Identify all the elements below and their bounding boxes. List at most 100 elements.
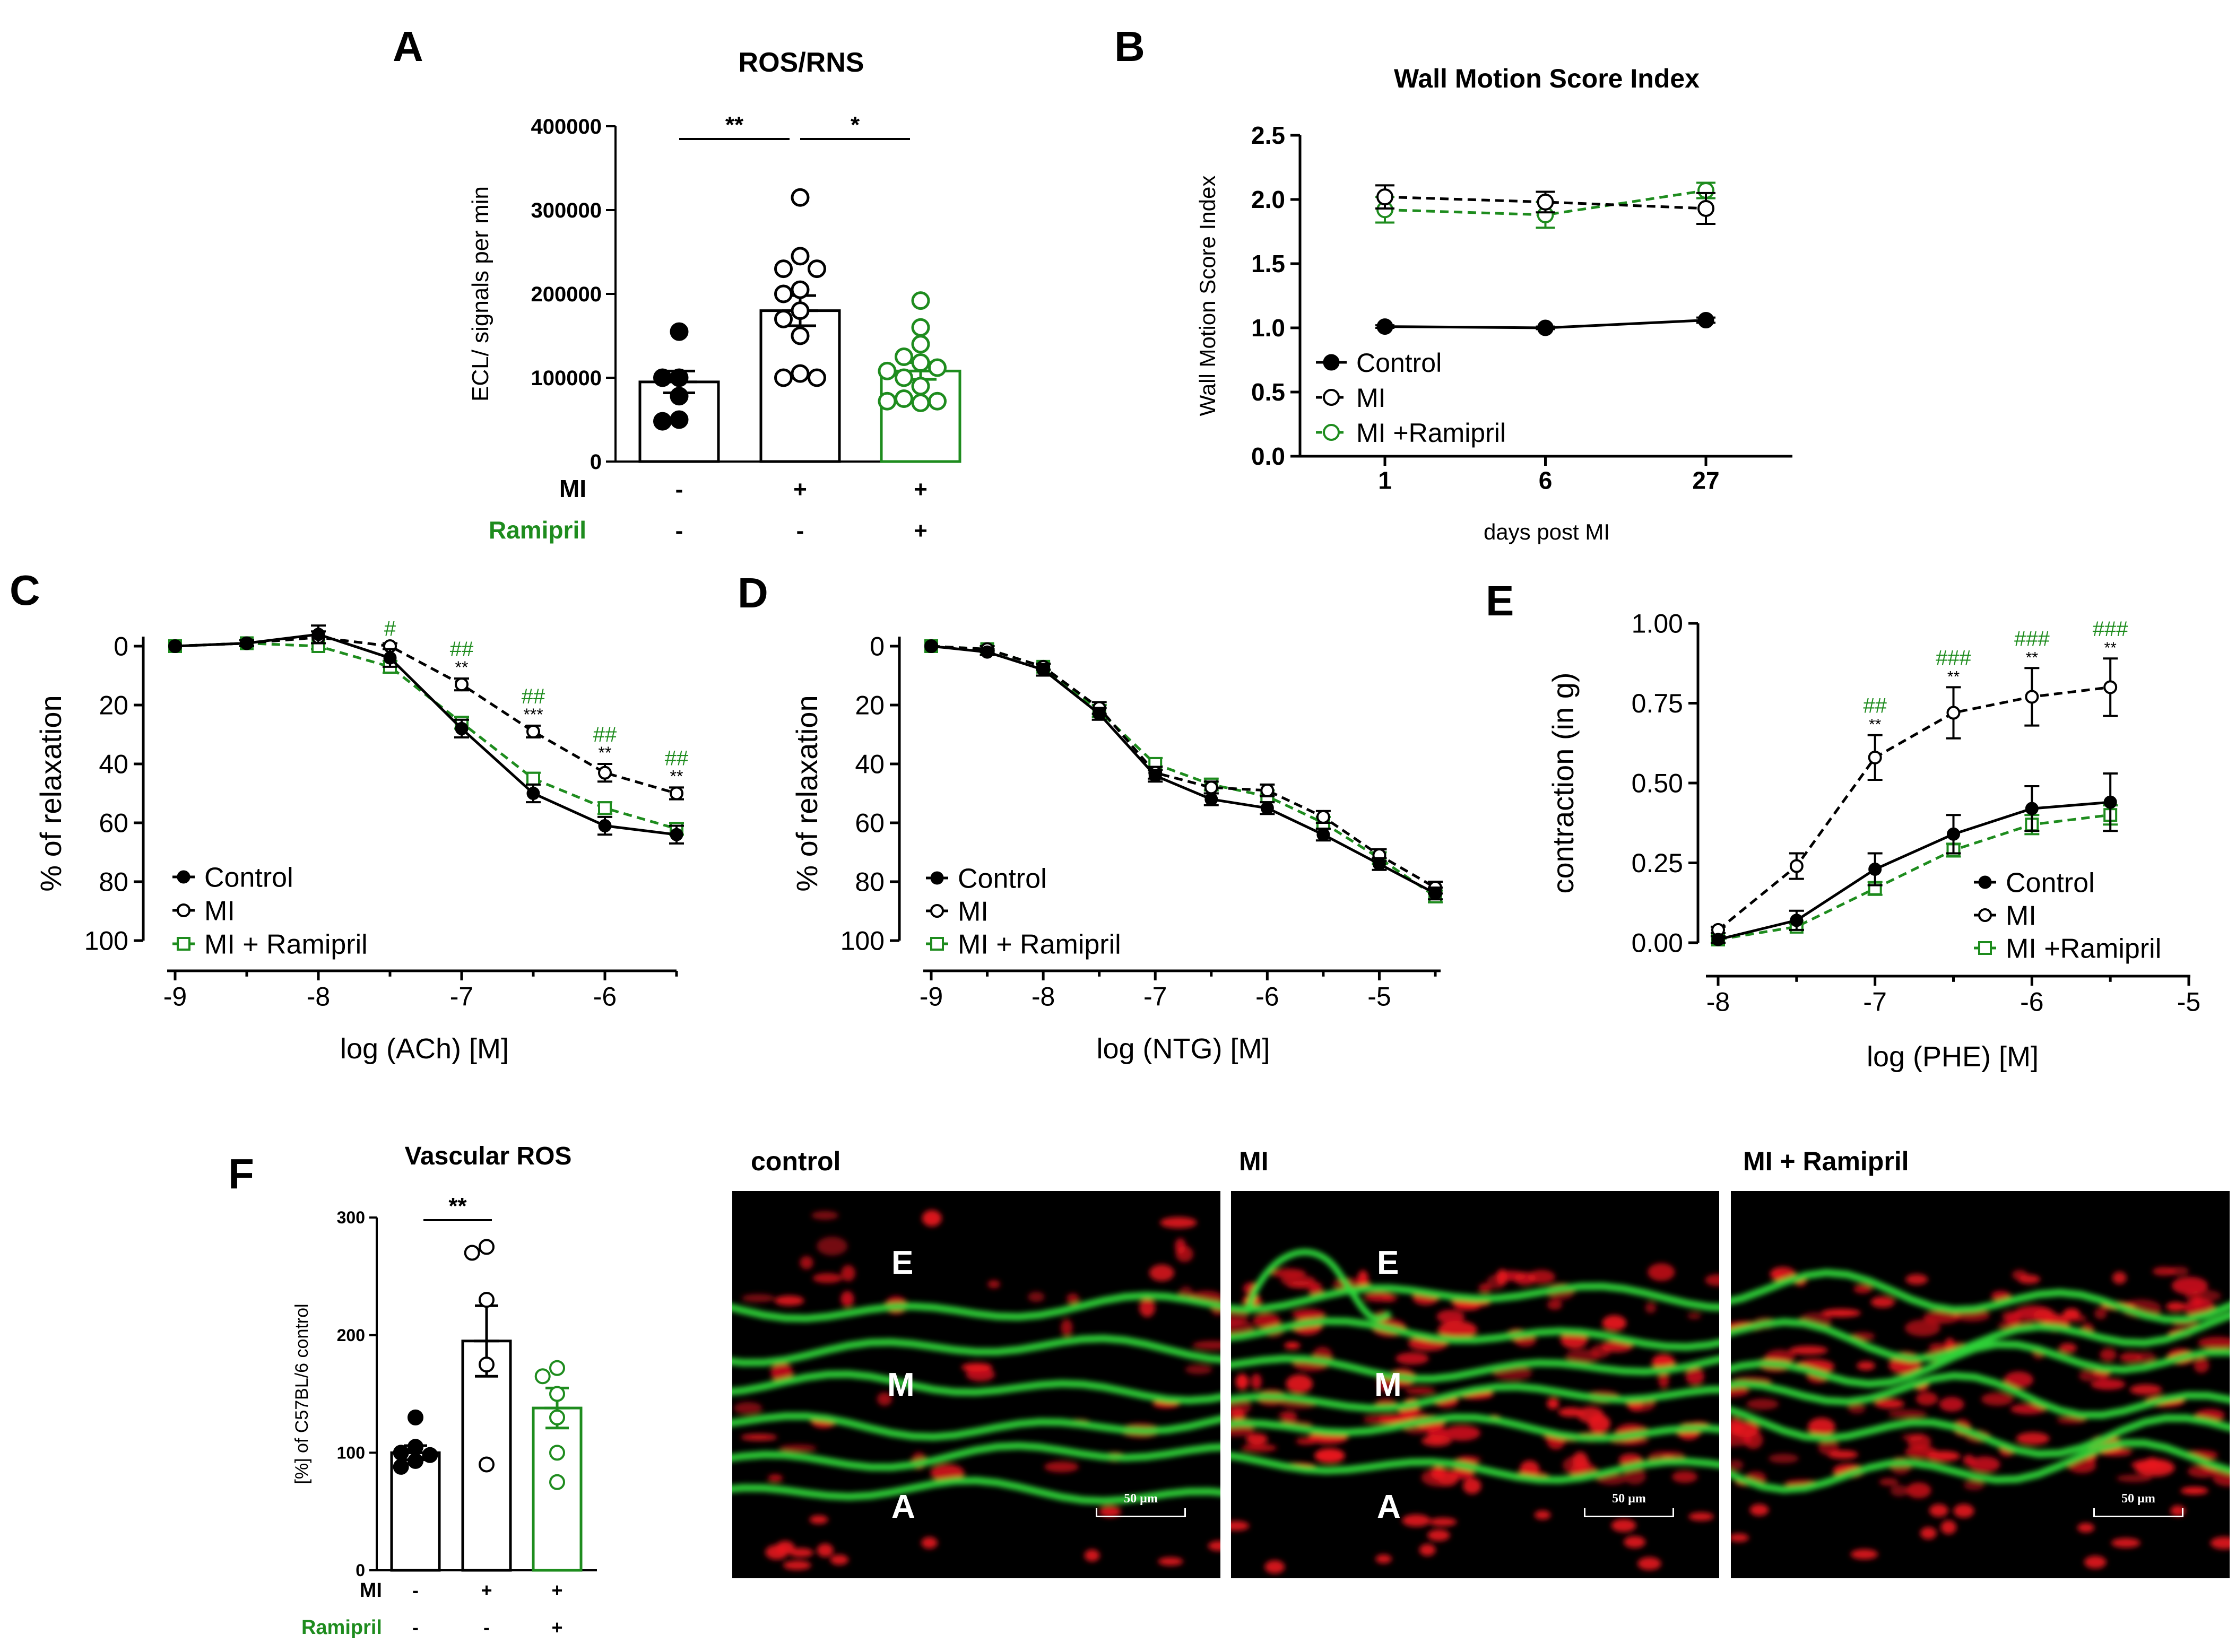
- scale-bar: 50 µm: [2093, 1492, 2183, 1517]
- red-cell: [2057, 1416, 2086, 1424]
- data-point-mi-ramipril: [928, 358, 947, 377]
- ramipril-sign: +: [551, 1616, 562, 1638]
- ramipril-row-label: Ramipril: [489, 516, 586, 544]
- red-cell: [1658, 1371, 1669, 1388]
- x-axis-label: log (PHE) [M]: [1867, 1041, 2039, 1073]
- red-cell: [1547, 1299, 1563, 1310]
- data-point-control: [393, 1458, 409, 1475]
- x-tick-label: -6: [2020, 987, 2043, 1017]
- red-cell: [922, 1210, 942, 1227]
- elastic-lamina: [1731, 1340, 2230, 1388]
- legend-marker-mi: [1978, 908, 1992, 922]
- legend-marker-control: [1323, 354, 1340, 371]
- data-point-control: [653, 412, 672, 431]
- x-tick-label: -8: [1706, 987, 1730, 1017]
- y-tick-label: 2.0: [1251, 186, 1285, 213]
- panel-f-vascular-ros-chart: Vascular ROS 0 100 200 300 [%] of C57BL/6 con…: [292, 1142, 597, 1639]
- legend-marker-mi: [177, 903, 190, 917]
- legend-label-mi-ramipril: MI +Ramipril: [2006, 934, 2161, 964]
- data-point-mi-ramipril: [911, 291, 930, 310]
- data-point-control: [1204, 793, 1218, 806]
- y-tick-label: 1.5: [1251, 250, 1285, 277]
- panel-letter-e: E: [1486, 577, 1514, 624]
- y-tick-label: 0.0: [1251, 442, 1285, 470]
- red-cell: [1602, 1315, 1627, 1331]
- chart-title: Vascular ROS: [405, 1142, 572, 1170]
- data-point-control: [924, 639, 938, 653]
- micrograph-image: [1731, 1266, 2230, 1569]
- y-axis-label: [%] of C57BL/6 control: [292, 1303, 312, 1484]
- significance-star: **: [1869, 716, 1882, 734]
- y-tick-label: 0: [114, 632, 128, 662]
- significance-hash: ###: [1936, 646, 1971, 670]
- red-cell: [1916, 1392, 1938, 1406]
- red-cell: [768, 1474, 783, 1482]
- adventitia-cell: [817, 1543, 834, 1558]
- red-cell: [1808, 1418, 1835, 1436]
- data-point-mi-ramipril: [911, 393, 930, 412]
- significance-star: **: [1947, 668, 1960, 685]
- elastic-lamina: [1231, 1282, 1719, 1314]
- red-cell: [2166, 1301, 2186, 1311]
- red-cell: [734, 1402, 762, 1414]
- x-axis-label: log (ACh) [M]: [340, 1033, 509, 1065]
- data-point-mi: [1789, 859, 1804, 873]
- y-tick-label: 2.5: [1251, 121, 1285, 149]
- data-point-control: [168, 639, 182, 653]
- mi-sign: -: [675, 476, 683, 502]
- red-cell: [2180, 1486, 2208, 1495]
- red-cell: [1175, 1246, 1193, 1263]
- series-line-mi-ramipril: [931, 645, 1436, 898]
- y-axis-label: contraction (in g): [1546, 672, 1580, 893]
- y-tick-label: 300000: [531, 199, 602, 222]
- data-point-control: [1790, 914, 1804, 927]
- data-point-mi: [1260, 783, 1275, 797]
- data-point-mi: [808, 368, 826, 387]
- data-point-mi-ramipril: [911, 353, 930, 372]
- data-point-control: [408, 1409, 423, 1425]
- mi-sign: +: [914, 476, 928, 502]
- x-tick-label: 27: [1692, 467, 1719, 494]
- panel-letter-b: B: [1114, 23, 1145, 70]
- data-point-control: [653, 368, 672, 387]
- adventitia-cell: [1158, 1557, 1183, 1566]
- red-cell: [1768, 1454, 1799, 1464]
- y-tick-label: 1.00: [1632, 609, 1683, 639]
- red-cell: [877, 1392, 892, 1406]
- panel-a-ros-rns-chart: ROS/RNS 0 100000 200000 300000 400000 ECL/ sig…: [467, 47, 961, 544]
- data-point-control: [2103, 795, 2117, 809]
- adventitia-cell: [809, 1515, 828, 1524]
- red-cell: [1963, 1480, 1984, 1490]
- data-point-mi: [1697, 199, 1714, 217]
- red-cell: [1623, 1467, 1646, 1485]
- red-cell: [1870, 1296, 1895, 1308]
- significance-marker: **: [448, 1193, 467, 1219]
- data-point-mi-ramipril: [549, 1386, 565, 1402]
- data-point-mi: [670, 786, 683, 801]
- elastic-lamina: [1731, 1406, 2230, 1458]
- red-cell: [1427, 1424, 1446, 1442]
- adventitia-cell: [1940, 1520, 1957, 1535]
- adventitia-cell: [1427, 1529, 1450, 1542]
- x-tick-label: 1: [1378, 467, 1392, 494]
- adventitia-cell: [1534, 1510, 1551, 1520]
- adventitia-cell: [1084, 1549, 1100, 1562]
- legend-label-control: Control: [204, 863, 293, 893]
- data-point-mi: [2103, 680, 2118, 694]
- tissue: [1731, 1266, 2230, 1569]
- adventitia-cell: [1731, 1533, 1749, 1542]
- elastic-lamina: [732, 1442, 1220, 1471]
- red-cell: [2213, 1470, 2230, 1486]
- x-axis-label: days post MI: [1484, 519, 1610, 544]
- panel-letter-f: F: [228, 1150, 254, 1197]
- red-cell: [1245, 1433, 1268, 1445]
- mi-sign: -: [412, 1579, 419, 1601]
- red-cell: [1821, 1309, 1861, 1317]
- significance-hash: ##: [593, 723, 617, 746]
- legend-label-mi-ramipril: MI + Ramipril: [958, 929, 1121, 960]
- red-cell: [1381, 1294, 1398, 1302]
- legend-marker-mi-ramipril: [1323, 424, 1340, 441]
- data-point-mi: [791, 188, 810, 207]
- bar-mi: [461, 1340, 512, 1572]
- red-cell: [1645, 1302, 1657, 1314]
